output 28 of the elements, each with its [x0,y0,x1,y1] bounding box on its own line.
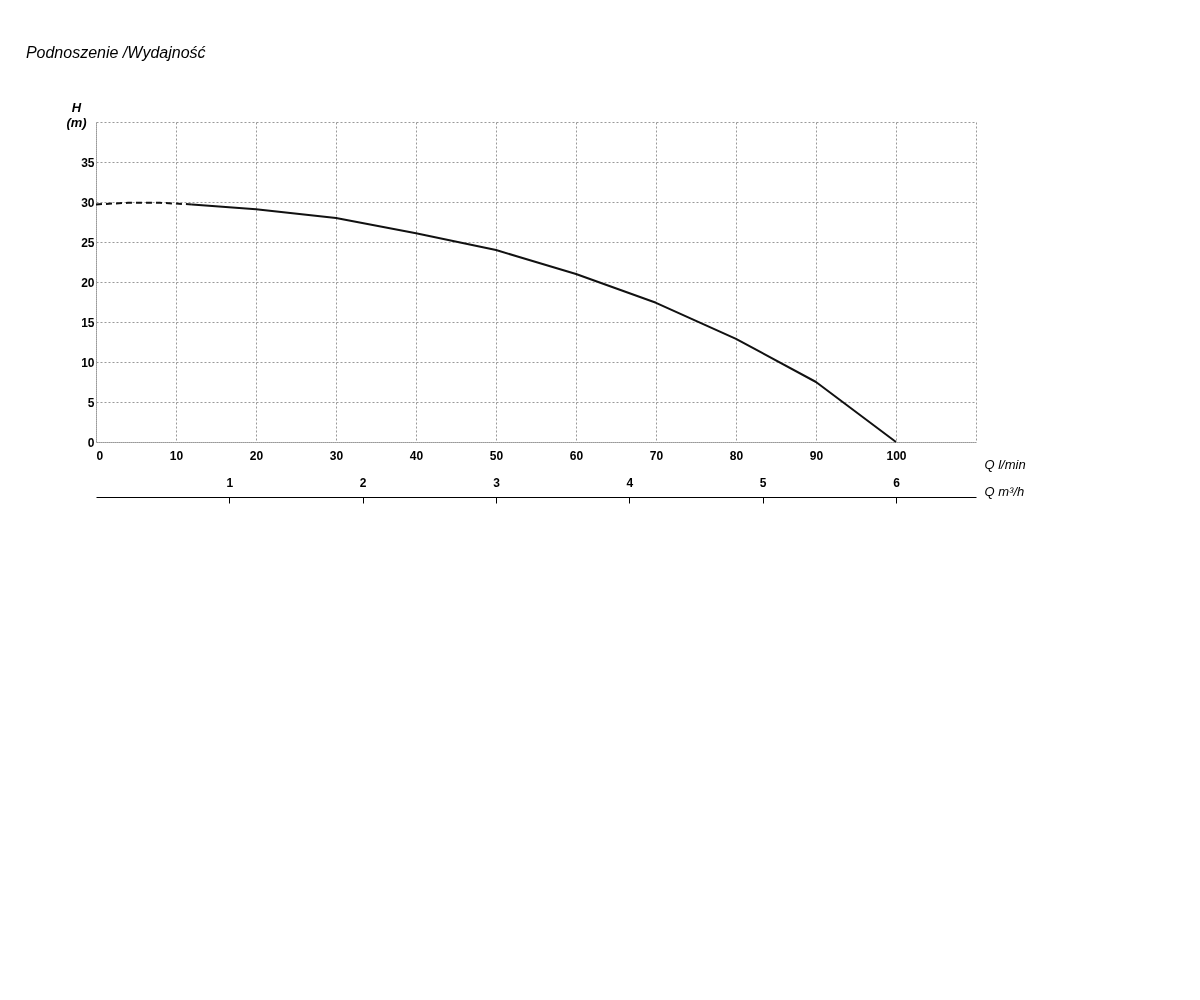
x-tick-label: 50 [489,448,504,463]
x-tick-label: 60 [569,448,584,463]
x-tick-label: 30 [329,448,344,463]
x2-axis-title: Q m³/h [984,483,1025,499]
y-tick-label: 0 [87,435,95,450]
x-tick-label: 70 [649,448,664,463]
x-tick-label: 10 [169,448,184,463]
x-tick-label: 40 [409,448,424,463]
x-tick-label: 80 [729,448,744,463]
x2-tick-label: 5 [759,475,767,490]
x2-tick-label: 2 [359,475,367,490]
x-tick-label: 90 [809,448,824,463]
x2-tick-label: 1 [226,475,234,490]
x2-tick-label: 4 [626,475,634,490]
y-axis-title: H (m) [66,99,87,130]
chart-title: Podnoszenie /Wydajność [25,44,206,61]
y-tick-label: 25 [81,235,95,250]
y-tick-label: 35 [81,155,95,170]
x-tick-label: 100 [886,448,907,463]
x-axis-title: Q l/min [984,456,1026,472]
y-tick-label: 5 [87,395,95,410]
x2-tick-label: 3 [493,475,501,490]
y-tick-label: 15 [81,315,95,330]
x2-tick-label: 6 [893,475,901,490]
y-tick-label: 20 [81,275,95,290]
y-tick-label: 30 [81,195,95,210]
y-tick-label: 10 [81,355,95,370]
x-tick-label: 20 [249,448,264,463]
